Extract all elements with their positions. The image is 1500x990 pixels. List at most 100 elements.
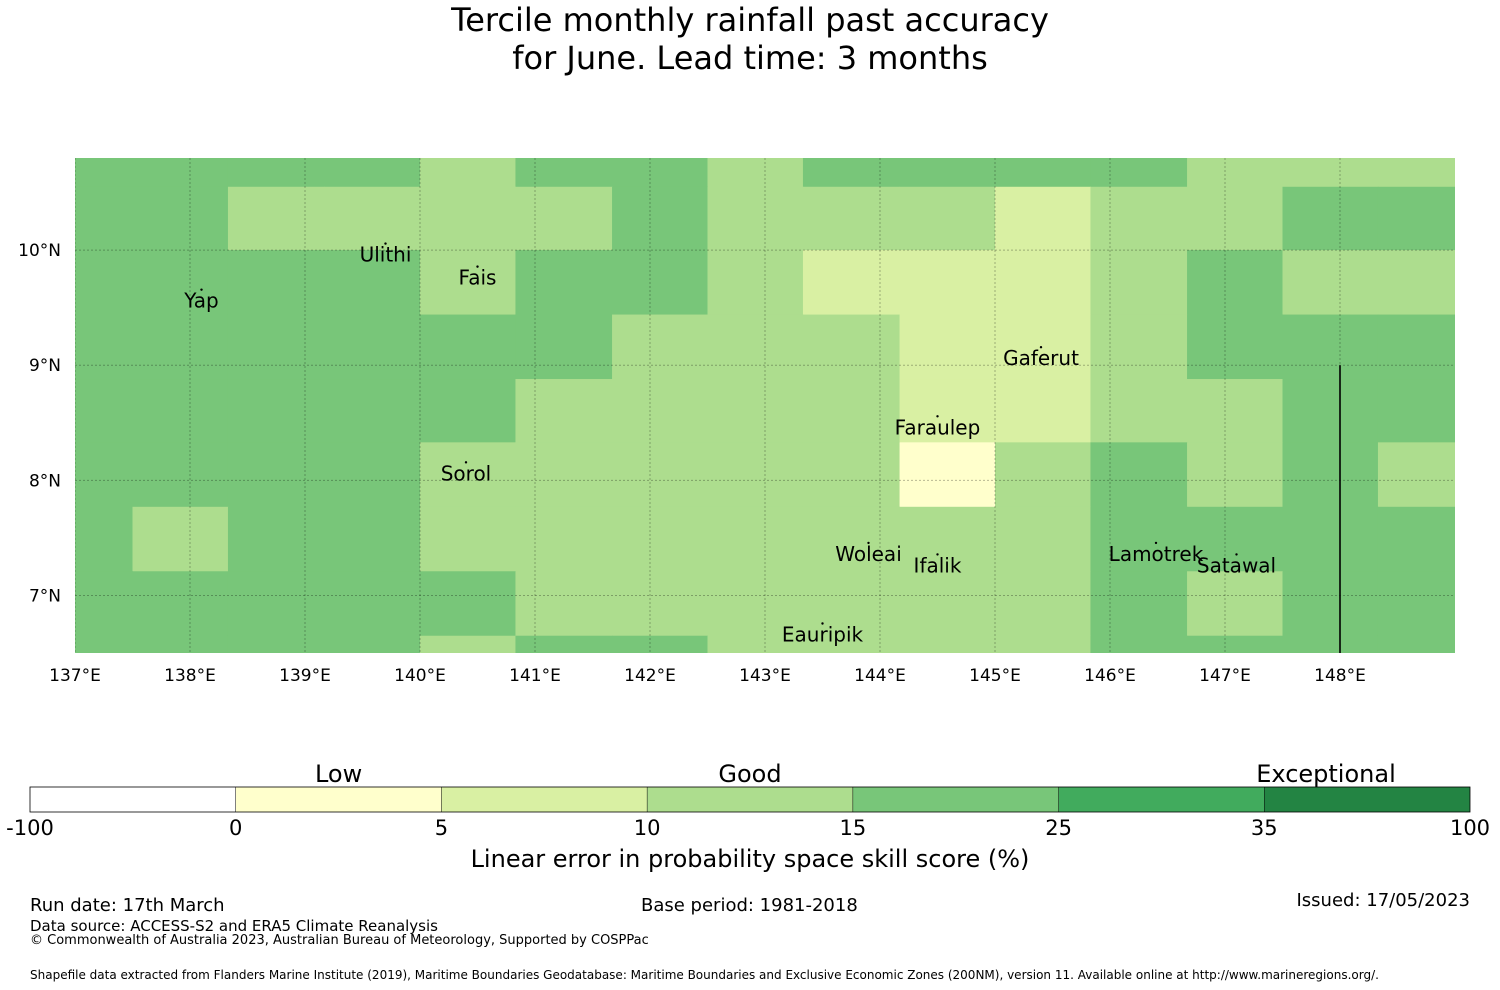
grid-cell: [1282, 250, 1379, 316]
grid-cell: [707, 442, 804, 508]
grid-cell: [1187, 186, 1283, 251]
title-line-2: for June. Lead time: 3 months: [512, 39, 988, 77]
longitude-tick-label: 145°E: [969, 666, 1021, 686]
island-marker: [464, 461, 468, 464]
grid-cell: [515, 442, 613, 508]
grid-cell: [132, 250, 229, 316]
grid-cell: [132, 379, 229, 443]
island-label: Yap: [183, 289, 218, 313]
colorbar-segment: [1058, 787, 1265, 812]
grid-cell: [995, 635, 1091, 653]
grid-cell: [707, 506, 804, 572]
grid-cell: [802, 571, 901, 637]
grid-cell: [995, 250, 1091, 316]
grid-cell: [707, 379, 804, 443]
grid-cell: [995, 186, 1091, 251]
grid-cell: [1282, 442, 1379, 508]
grid-cell: [1377, 442, 1455, 508]
grid-cell: [324, 506, 421, 572]
axis-labels: 137°E 138°E 139°E 140°E 141°E 142°E 143°E 144°E…: [18, 241, 1366, 686]
grid-cell: [515, 250, 613, 316]
island-marker: [867, 541, 870, 545]
colorbar-tick-label: 0: [229, 816, 242, 840]
grid-cell: [324, 571, 421, 637]
longitude-tick-label: 144°E: [854, 666, 906, 686]
grid-cell: [227, 186, 326, 251]
grid-cell: [132, 442, 229, 508]
grid-cell: [132, 314, 229, 380]
colorbar-category-label: Good: [718, 760, 781, 788]
grid-cell: [1090, 635, 1188, 653]
grid-cell: [1377, 379, 1455, 443]
grid-cell: [707, 186, 804, 251]
grid-cell: [802, 506, 901, 572]
grid-cell: [1090, 250, 1188, 316]
longitude-tick-label: 143°E: [739, 666, 791, 686]
grid-cell: [1377, 571, 1455, 637]
grid-cell: [75, 250, 133, 316]
colorbar-segment: [30, 787, 236, 812]
grid-cell: [227, 635, 326, 653]
island-marker: [821, 622, 824, 625]
island-label: Ifalik: [914, 553, 962, 577]
grid-cell: [75, 314, 133, 380]
grid-cell: [612, 250, 708, 316]
longitude-tick-label: 138°E: [164, 666, 216, 686]
grid-cell: [707, 314, 804, 380]
grid-cell: [515, 314, 613, 380]
longitude-tick-label: 137°E: [49, 666, 101, 686]
island-marker: [936, 415, 939, 418]
grid-cell: [995, 314, 1091, 380]
grid-cell: [899, 571, 996, 637]
grid-cell: [707, 250, 804, 316]
grid-cell: [75, 635, 133, 653]
grid-cell: [1282, 314, 1379, 380]
colorbar-segment: [441, 787, 648, 812]
island-labels: Yap Ulithi Fais Gaferut Faraulep Sorol Woleai I…: [183, 242, 1276, 646]
grid-cell: [227, 250, 326, 316]
grid-cell: [802, 635, 901, 653]
colorbar-label: Linear error in probability space skill …: [470, 845, 1030, 873]
latitude-tick-label: 7°N: [29, 586, 61, 606]
grid-cell: [420, 314, 516, 380]
title-line-1: Tercile monthly rainfall past accuracy: [451, 1, 1049, 39]
grid-cell: [1282, 571, 1379, 637]
colorbar-tick-label: 35: [1251, 816, 1278, 840]
grid-cell: [420, 158, 516, 188]
grid-cell: [1187, 635, 1283, 653]
grid-cell: [802, 379, 901, 443]
grid-cell: [1090, 506, 1188, 572]
chart-title: Tercile monthly rainfall past accuracy f…: [0, 0, 1500, 77]
island-label: Lamotrek: [1109, 542, 1204, 566]
grid-cell: [75, 379, 133, 443]
island-marker: [1039, 346, 1043, 349]
longitude-tick-label: 142°E: [624, 666, 676, 686]
longitude-tick-label: 140°E: [394, 666, 446, 686]
grid-cell: [1090, 442, 1188, 508]
grid-cell: [1187, 571, 1283, 637]
colorbar-segment: [1264, 787, 1470, 812]
grid-cell: [75, 158, 133, 188]
grid-cell: [1090, 158, 1188, 188]
island-marker: [476, 265, 479, 268]
grid-cell: [612, 158, 708, 188]
grid-cell: [995, 506, 1091, 572]
grid-cell: [515, 571, 613, 637]
grid-cell: [420, 635, 516, 653]
grid-cell: [420, 379, 516, 443]
grid-cell: [1282, 506, 1379, 572]
grid-cell: [1282, 635, 1379, 653]
grid-cell: [515, 506, 613, 572]
grid-cell: [899, 186, 996, 251]
grid-cell: [1282, 379, 1379, 443]
colorbar-segment: [235, 787, 442, 812]
grid-cell: [1187, 506, 1283, 572]
grid-cell: [1282, 158, 1379, 188]
colorbar-tick-label: 100: [1450, 816, 1490, 840]
island-marker: [936, 553, 939, 556]
copyright: © Commonwealth of Australia 2023, Austra…: [30, 933, 649, 948]
grid-cell: [1377, 314, 1455, 380]
grid-cell: [75, 571, 133, 637]
grid-cell: [995, 158, 1091, 188]
